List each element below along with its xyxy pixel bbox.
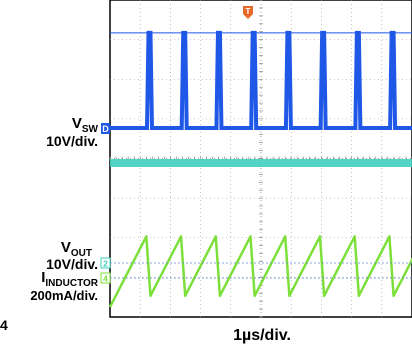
inductor-label: IINDUCTOR: [41, 269, 99, 289]
vout-trace: [110, 159, 412, 167]
plot-area: [108, 0, 412, 318]
channel-marker-inductor-label: 4: [103, 274, 108, 284]
vsw-trace: [110, 30, 412, 130]
traces: [108, 30, 412, 308]
vout-scale: 10V/div.: [46, 256, 98, 272]
channel-marker-inductor: 4: [100, 272, 111, 284]
channel-marker-sw: D: [101, 123, 110, 134]
inductor-scale: 200mA/div.: [30, 288, 98, 303]
time-scale-label: 1µs/div.: [233, 327, 291, 344]
channel-marker-out: 2: [100, 257, 111, 269]
inductor-current-trace: [108, 235, 412, 308]
trigger-marker: T: [243, 6, 253, 19]
corner-label: 4: [0, 317, 8, 333]
vsw-label: VSW: [72, 115, 99, 135]
channel-marker-sw-label: D: [102, 124, 109, 134]
vsw-scale: 10V/div.: [46, 133, 98, 149]
trigger-marker-label: T: [246, 7, 251, 16]
vout-label: VOUT: [61, 239, 92, 259]
channel-marker-out-label: 2: [103, 259, 108, 269]
